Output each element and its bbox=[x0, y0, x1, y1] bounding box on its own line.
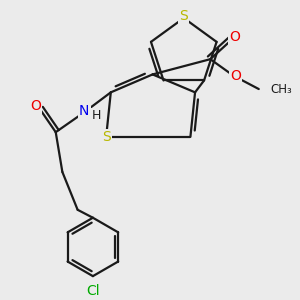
Text: CH₃: CH₃ bbox=[271, 82, 292, 95]
Text: O: O bbox=[230, 69, 241, 83]
Text: N: N bbox=[79, 104, 89, 118]
Text: Cl: Cl bbox=[86, 284, 100, 298]
Text: S: S bbox=[102, 130, 110, 144]
Text: O: O bbox=[30, 99, 41, 112]
Text: S: S bbox=[179, 9, 188, 23]
Text: H: H bbox=[92, 109, 101, 122]
Text: O: O bbox=[230, 30, 240, 44]
